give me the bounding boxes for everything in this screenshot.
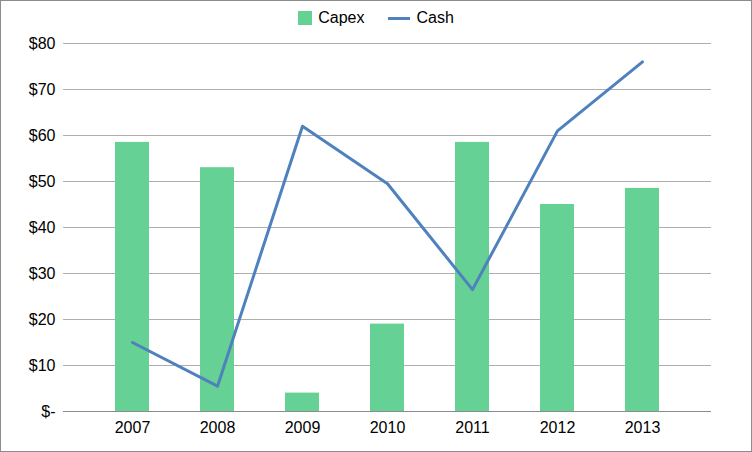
svg-text:2012: 2012 [540, 419, 576, 436]
svg-text:$10: $10 [29, 357, 56, 374]
svg-text:$60: $60 [29, 127, 56, 144]
svg-text:2008: 2008 [200, 419, 236, 436]
svg-text:$80: $80 [29, 35, 56, 52]
svg-text:2007: 2007 [115, 419, 151, 436]
svg-text:$-: $- [41, 403, 55, 420]
svg-text:$40: $40 [29, 219, 56, 236]
html-text:Capex: Capex [318, 9, 365, 26]
svg-text:$50: $50 [29, 173, 56, 190]
svg-text:2009: 2009 [285, 419, 321, 436]
svg-text:$30: $30 [29, 265, 56, 282]
html-text:Cash: Cash [416, 9, 454, 26]
svg-text:2010: 2010 [370, 419, 406, 436]
svg-text:$70: $70 [29, 81, 56, 98]
svg-text:$20: $20 [29, 311, 56, 328]
svg-text:2011: 2011 [455, 419, 490, 436]
svg-text:2013: 2013 [625, 419, 661, 436]
